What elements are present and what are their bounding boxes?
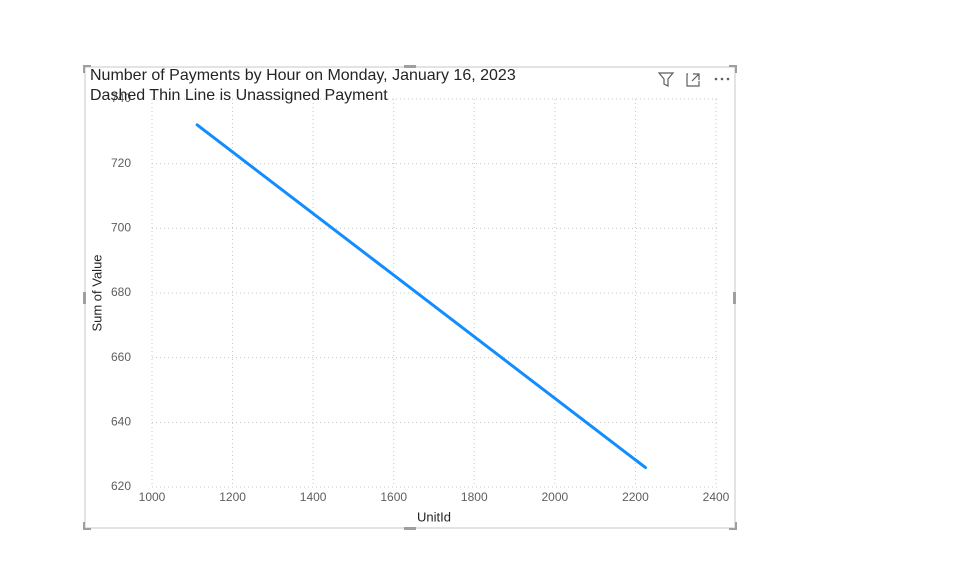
x-tick-label: 2000 — [542, 490, 569, 504]
handle — [83, 65, 85, 73]
handle — [735, 65, 737, 73]
x-tick-label: 1400 — [300, 490, 327, 504]
handle — [83, 528, 91, 530]
y-axis-label: Sum of Value — [89, 254, 104, 331]
handle — [733, 292, 736, 304]
y-tick-label: 640 — [111, 415, 131, 429]
data-line — [195, 123, 647, 470]
dot — [720, 77, 724, 81]
y-tick-label: 620 — [111, 479, 131, 493]
y-tick-label: 700 — [111, 221, 131, 235]
dot — [714, 77, 718, 81]
x-tick-label: 2400 — [703, 490, 730, 504]
handle — [404, 527, 416, 530]
handle — [404, 65, 416, 68]
y-tick-label: 740 — [111, 91, 131, 105]
handle — [83, 292, 86, 304]
visual-card — [84, 66, 736, 529]
handle — [729, 528, 737, 530]
chart-subtitle: Dashed Thin Line is Unassigned Payment — [90, 87, 388, 104]
resize-handles — [83, 65, 737, 530]
x-tick-label: 1000 — [139, 490, 166, 504]
filter-icon[interactable] — [657, 72, 675, 87]
handle — [735, 522, 737, 530]
handle — [83, 522, 85, 530]
y-tick-label: 660 — [111, 350, 131, 364]
x-tick-label: 1200 — [219, 490, 246, 504]
focus-mode-icon[interactable] — [686, 73, 700, 87]
plot-area: 620 640 660 680 700 720 740 1000 1200 1400 1600 180… — [111, 91, 730, 504]
y-tick-label: 720 — [111, 156, 131, 170]
x-axis-label: UnitId — [417, 509, 451, 524]
x-tick-label: 1800 — [461, 490, 488, 504]
visual-header — [657, 72, 700, 87]
chart-title: Number of Payments by Hour on Monday, Ja… — [90, 67, 516, 84]
handle — [729, 65, 737, 67]
x-tick-label: 1600 — [380, 490, 407, 504]
handle — [83, 65, 91, 67]
dot — [726, 77, 730, 81]
more-options-icon[interactable] — [714, 77, 730, 81]
y-tick-label: 680 — [111, 285, 131, 299]
x-tick-label: 2200 — [622, 490, 649, 504]
